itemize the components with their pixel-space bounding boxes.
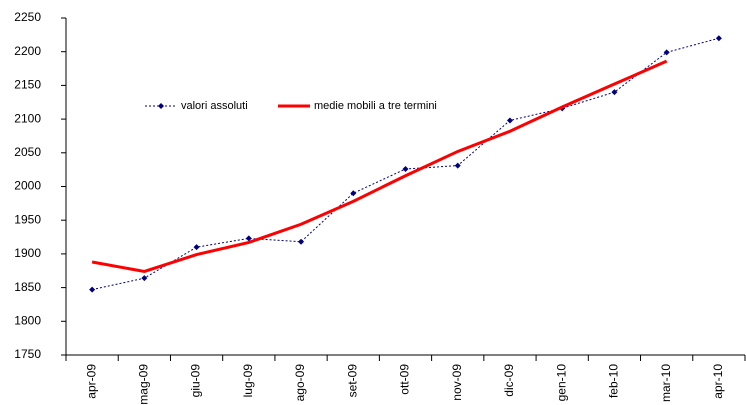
y-tick-label: 2050: [14, 145, 41, 159]
legend-marker: [158, 103, 164, 109]
point: [350, 190, 357, 197]
y-tick-label: 2150: [14, 78, 41, 92]
y-tick-label: 2250: [14, 10, 41, 24]
x-tick-label: ott-09: [398, 364, 412, 395]
legend-label: valori assoluti: [181, 100, 248, 112]
legend-label: medie mobili a tre termini: [314, 100, 437, 112]
x-tick-label: gen-10: [554, 364, 568, 402]
x-tick-label: dic-09: [502, 364, 516, 397]
point: [141, 275, 148, 282]
x-tick-label: set-09: [345, 364, 359, 398]
moving-average-line: [91, 59, 668, 273]
y-tick-label: 2000: [14, 179, 41, 193]
point: [611, 89, 618, 96]
x-tick-label: apr-09: [84, 364, 98, 399]
x-tick-label: giu-09: [189, 364, 203, 398]
y-tick-label: 1900: [14, 246, 41, 260]
point: [402, 165, 409, 172]
x-tick-label: lug-09: [241, 364, 255, 398]
y-tick-label: 1800: [14, 313, 41, 327]
x-tick-label: nov-09: [450, 364, 464, 401]
point: [506, 117, 513, 124]
series-line: [92, 37, 720, 291]
point: [663, 49, 670, 56]
point: [454, 162, 461, 169]
point: [245, 235, 252, 242]
point: [89, 286, 96, 293]
x-tick-label: feb-10: [607, 364, 621, 398]
y-tick-label: 1950: [14, 212, 41, 226]
point: [193, 244, 200, 251]
x-tick-label: apr-10: [711, 364, 725, 399]
y-tick-label: 1850: [14, 280, 41, 294]
point: [298, 238, 305, 245]
x-tick-label: mar-10: [659, 364, 673, 402]
x-tick-label: mag-09: [137, 364, 151, 405]
y-tick-label: 2100: [14, 111, 41, 125]
point: [715, 35, 722, 42]
y-tick-label: 2200: [14, 44, 41, 58]
x-tick-label: ago-09: [293, 364, 307, 402]
y-tick-label: 1750: [14, 347, 41, 361]
